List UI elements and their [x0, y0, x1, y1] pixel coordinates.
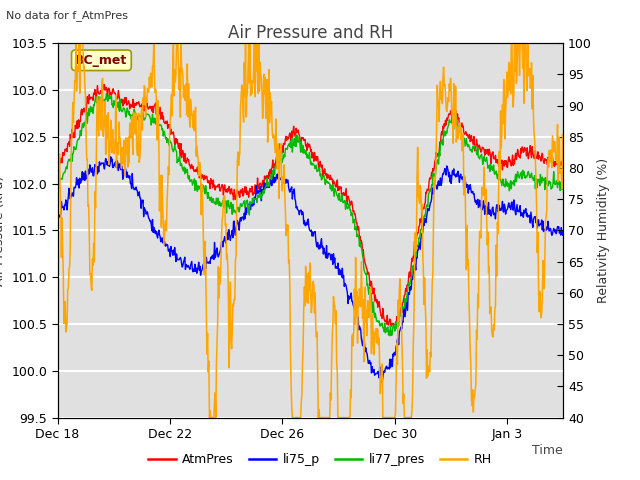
Y-axis label: Relativity Humidity (%): Relativity Humidity (%): [598, 158, 611, 303]
Legend: AtmPres, li75_p, li77_pres, RH: AtmPres, li75_p, li77_pres, RH: [143, 448, 497, 471]
Text: No data for f_AtmPres: No data for f_AtmPres: [6, 10, 129, 21]
Y-axis label: Air Pressure (kPa): Air Pressure (kPa): [0, 175, 6, 286]
Text: BC_met: BC_met: [76, 54, 127, 67]
Title: Air Pressure and RH: Air Pressure and RH: [228, 24, 393, 42]
Text: Time: Time: [532, 444, 563, 457]
